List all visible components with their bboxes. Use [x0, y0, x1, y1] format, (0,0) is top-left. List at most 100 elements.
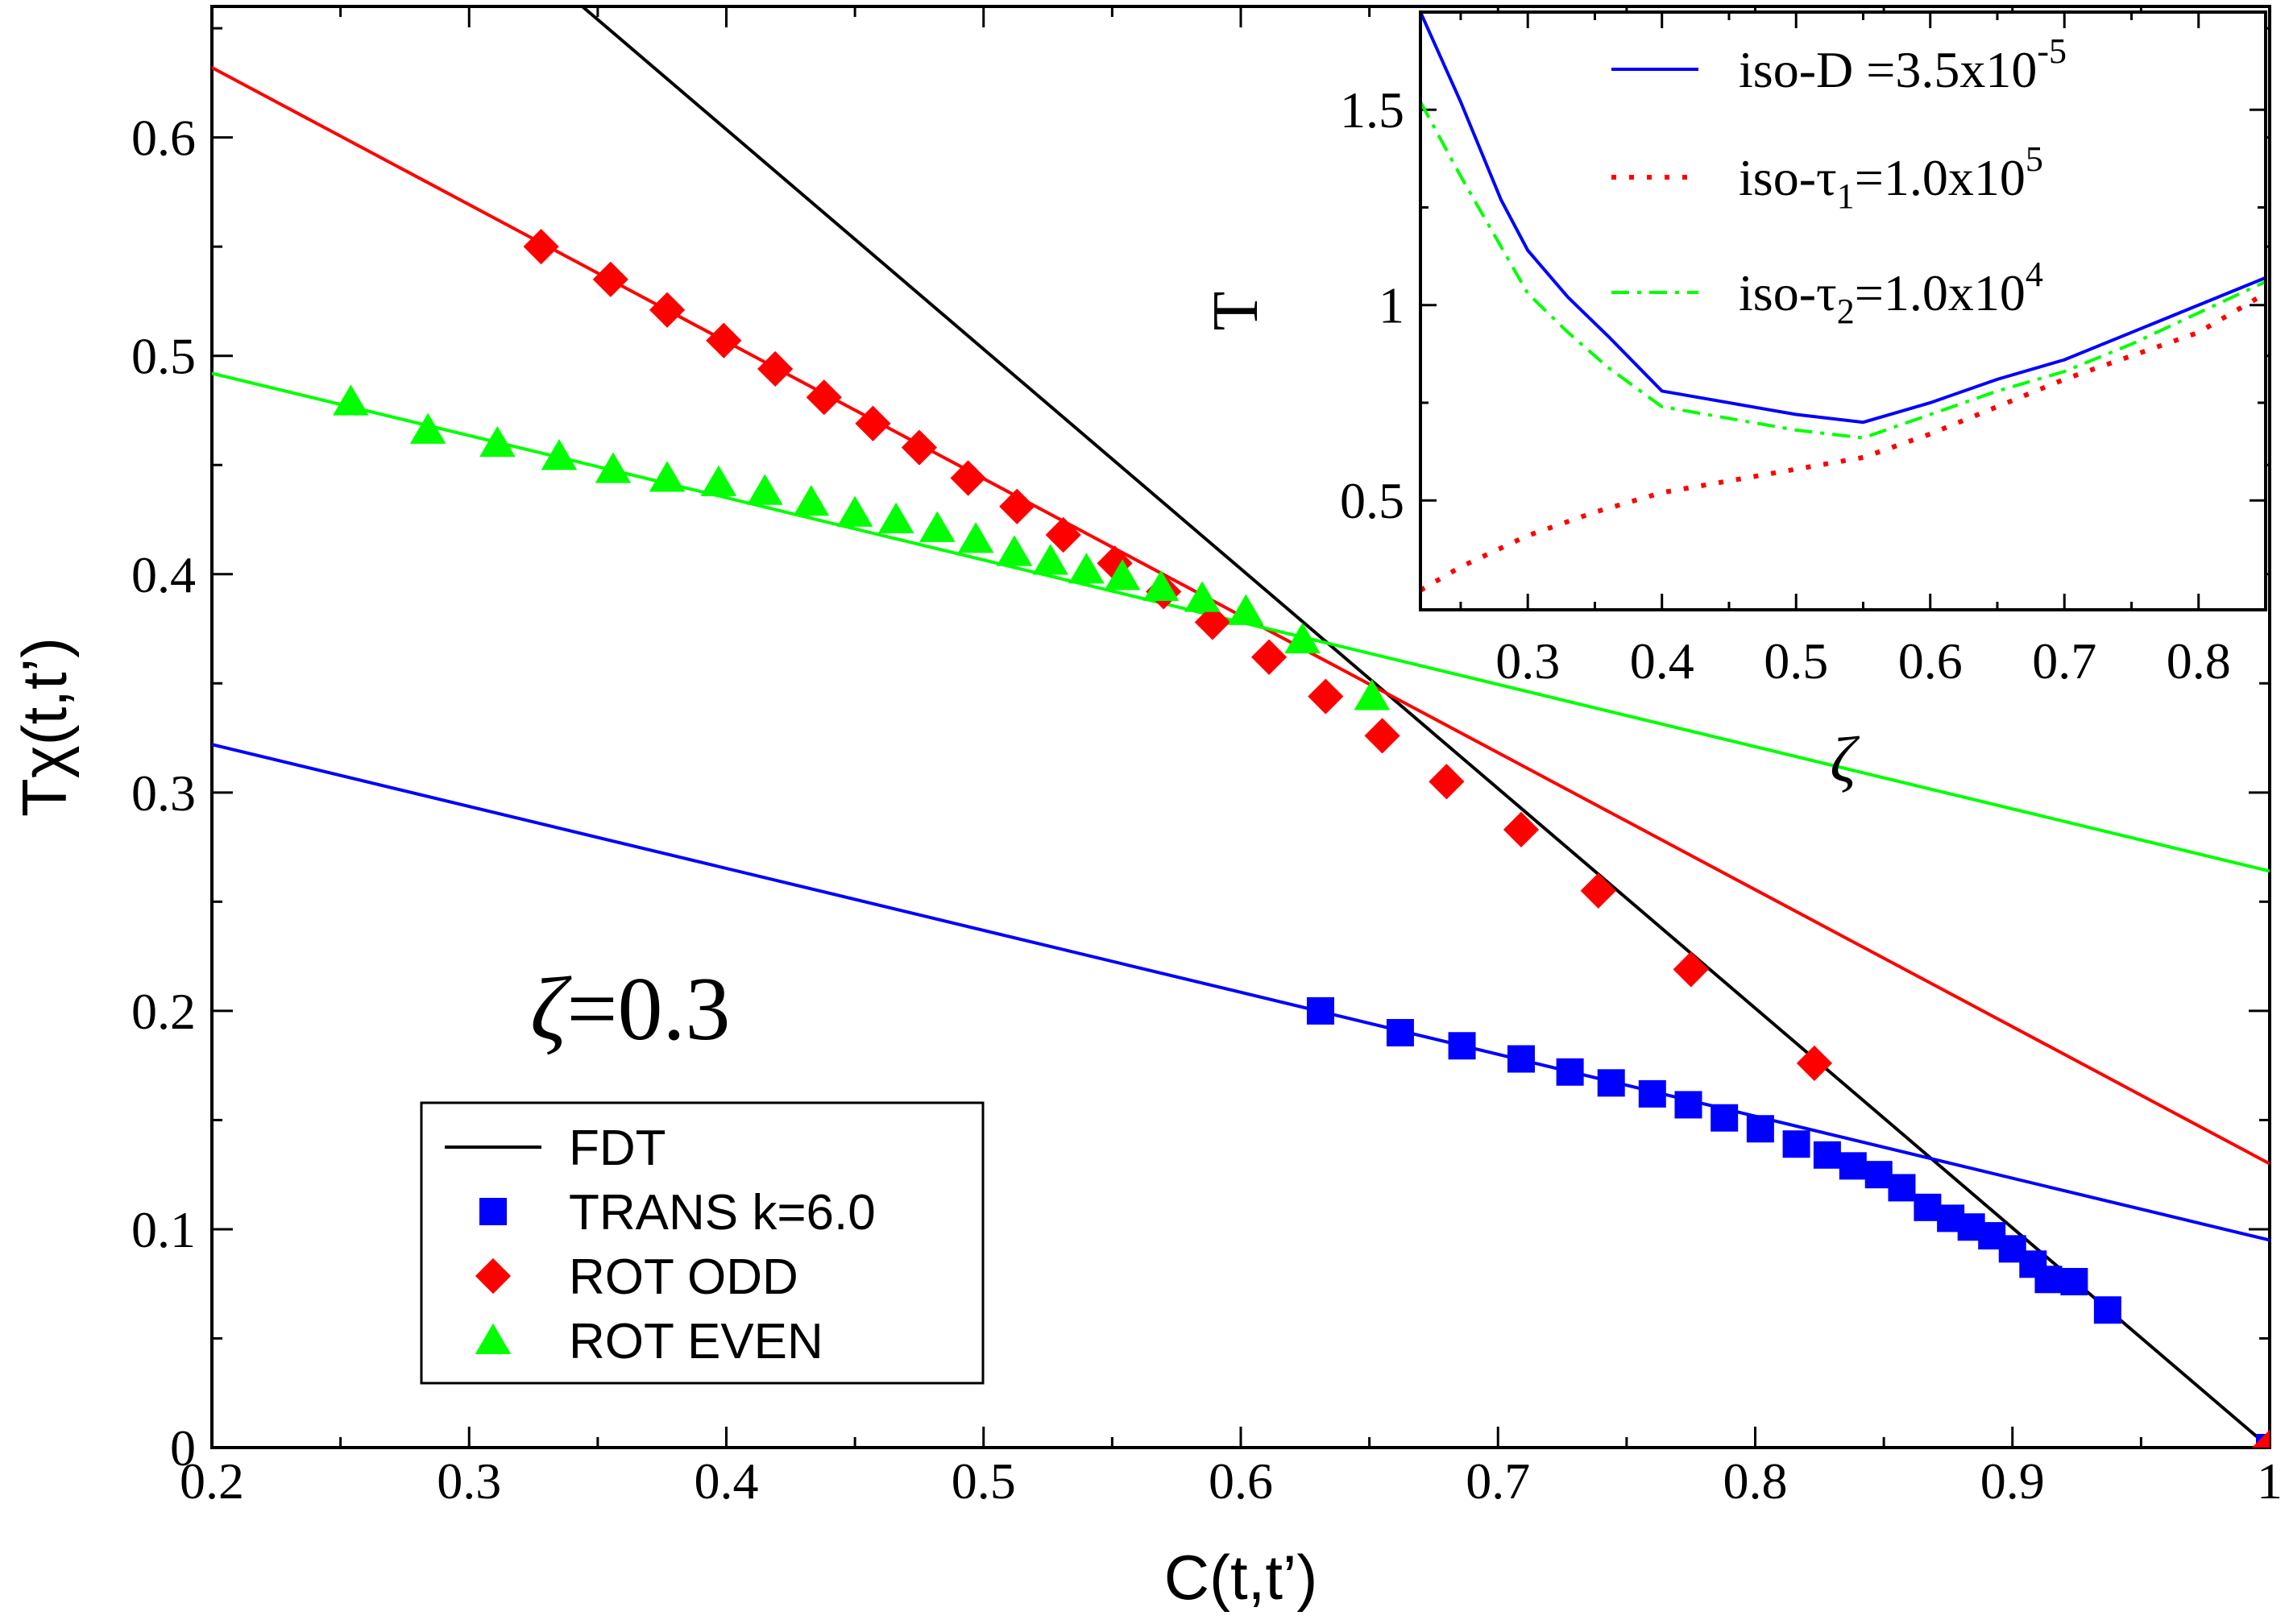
inset-x-tick-label: 0.5: [1764, 632, 1828, 690]
rot-even-point: [996, 535, 1033, 566]
legend-fdt-label: FDT: [569, 1121, 666, 1176]
rot-odd-point: [2251, 1429, 2270, 1448]
rot-even-point: [333, 384, 369, 416]
trans-point: [1386, 1018, 1414, 1046]
rot-even-point: [1032, 544, 1069, 575]
inset-frame: [1419, 10, 2267, 611]
rot-odd-point: [1580, 872, 1616, 909]
trans-point: [1746, 1115, 1774, 1143]
rot-odd-point: [1194, 604, 1230, 640]
legend-rot-even-point-swatch: [475, 1323, 512, 1354]
rot-even-point: [1284, 622, 1321, 654]
inset-y-tick-label: 1.5: [1340, 81, 1404, 139]
rot-odd-point: [592, 261, 628, 297]
rot-even-point: [1184, 581, 1221, 612]
trans-point: [1782, 1130, 1810, 1158]
rot-odd-point: [901, 429, 938, 466]
trans-point: [1839, 1152, 1867, 1180]
x-tick-label: 0.5: [952, 1452, 1016, 1510]
fdt-line: [581, 6, 2270, 1448]
rot-even-point: [649, 461, 686, 492]
zeta-annotation: ζ=0.3: [530, 959, 731, 1059]
rot-even-point: [957, 522, 994, 553]
x-tick-label: 1: [2257, 1452, 2283, 1510]
trans-point: [1888, 1174, 1916, 1202]
trans-point: [1556, 1058, 1584, 1086]
rot-odd-point: [1364, 718, 1400, 754]
legend-rot-odd-label: ROT ODD: [569, 1249, 798, 1305]
main-plot: 0.2 0.3 0.4 0.5 0.6 0.7 0.8 0.9 1 0 0.1 0.2 0.3 0.4 0.…: [9, 5, 2283, 1613]
legend-rot-odd-point-swatch: [475, 1257, 512, 1295]
inset-x-tick-label: 0.3: [1495, 632, 1560, 690]
iso-d-curve: [1420, 12, 2266, 425]
rot-odd-point: [1251, 639, 1288, 675]
rot-even-point: [1142, 570, 1180, 602]
iso-tau2-legend-label: iso-τ2=1.0x104: [1739, 255, 2043, 331]
rot-odd-point: [806, 379, 842, 416]
trans-point: [1597, 1069, 1625, 1097]
trans-point: [1674, 1091, 1702, 1119]
rot-odd-point: [1673, 951, 1709, 988]
x-tick-label: 0.9: [1980, 1452, 2045, 1510]
trans-point: [1448, 1032, 1476, 1060]
trans-point: [2093, 1296, 2121, 1324]
rot-even-point: [409, 412, 446, 444]
rot-even-point: [595, 452, 632, 483]
rot-odd-point: [649, 292, 686, 328]
x-axis-label: C(t,t’): [1164, 1542, 1318, 1613]
rot-odd-point: [855, 405, 891, 441]
rot-odd-point: [1045, 516, 1081, 553]
rot-odd-point: [1796, 1045, 1833, 1082]
trans-point: [2060, 1267, 2088, 1295]
x-tick-label: 0.4: [695, 1452, 759, 1510]
iso-d-legend-label: iso-D =3.5x10-5: [1739, 31, 2067, 98]
rot-odd-point: [757, 350, 794, 387]
trans-point: [2034, 1266, 2063, 1294]
inset-x-tick-label: 0.7: [2032, 632, 2096, 690]
rot-odd-point: [1429, 764, 1465, 800]
rot-even-point: [1228, 594, 1264, 625]
legend-trans-point-swatch: [479, 1198, 507, 1225]
iso-tau2-curve: [1420, 101, 2266, 440]
y-tick-label: 0.3: [131, 764, 196, 822]
rot-odd-point: [950, 460, 986, 496]
inset-x-axis-label: ζ: [1830, 725, 1860, 796]
x-tick-label: 0.6: [1209, 1452, 1273, 1510]
inset-x-tick-label: 0.8: [2167, 632, 2231, 690]
y-tick-label: 0.4: [131, 546, 196, 603]
inset-y-tick-label: 0.5: [1340, 472, 1404, 529]
rot-even-point: [877, 502, 914, 533]
rot-odd-point: [999, 488, 1035, 524]
y-tick-label: 0: [170, 1419, 196, 1477]
y-tick-label: 0.6: [131, 110, 196, 167]
rot-even-point: [747, 474, 783, 505]
rot-even-point: [479, 425, 516, 458]
y-axis-label: Tχ(t,t’): [9, 637, 80, 817]
main-legend-box: [420, 1101, 985, 1385]
rot-even-point: [919, 511, 956, 542]
rot-odd-point: [1503, 811, 1540, 847]
iso-tau1-legend-label: iso-τ1=1.0x105: [1739, 139, 2043, 216]
inset-legend: iso-D =3.5x10-5 iso-τ1=1.0x105 iso-τ2=1.0x…: [1611, 31, 2067, 331]
rot-even-point: [1068, 553, 1105, 584]
y-tick-label: 0.2: [131, 983, 196, 1040]
trans-point: [1813, 1141, 1841, 1169]
rot-even-point: [700, 465, 737, 496]
x-tick-label: 0.3: [437, 1452, 501, 1510]
x-tick-label: 0.2: [180, 1452, 244, 1510]
rot-odd-point: [706, 322, 742, 358]
trans-point: [1864, 1161, 1893, 1189]
trans-point: [1306, 996, 1334, 1025]
trans-point: [1507, 1045, 1535, 1073]
trans-point: [1638, 1079, 1666, 1108]
inset-x-tick-label: 0.6: [1898, 632, 1963, 690]
y-tick-label: 0.1: [131, 1201, 196, 1258]
rot-even-point: [836, 495, 873, 527]
x-tick-label: 0.7: [1466, 1452, 1530, 1510]
rot-odd-point: [1308, 678, 1344, 715]
x-tick-label: 0.8: [1723, 1452, 1788, 1510]
inset-background: [1420, 12, 2266, 610]
inset-y-axis-label: T: [1200, 292, 1271, 331]
legend-trans-label: TRANS k=6.0: [569, 1185, 876, 1241]
